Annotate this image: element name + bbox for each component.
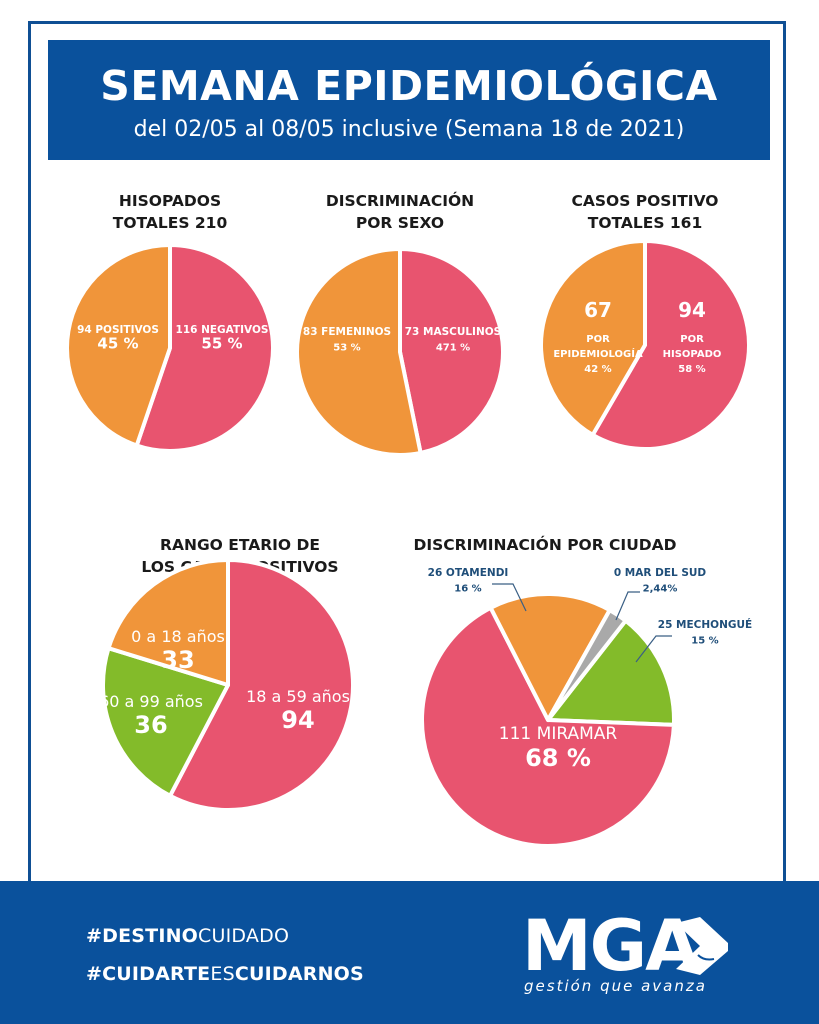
mga-logo: MGA gestión que avanza [522, 905, 728, 995]
chart-title-line: HISOPADOS [118, 192, 222, 210]
pie-slice-mechongu- [546, 618, 676, 727]
slice-label-text: 94 [281, 706, 314, 734]
pie-slice-masculinos [398, 247, 505, 455]
page-title: SEMANA EPIDEMIOLÓGICA [100, 62, 718, 110]
slice-label: 26 OTAMENDI 16 % [428, 567, 509, 595]
page-subtitle: del 02/05 al 08/05 inclusive (Semana 18 … [133, 117, 685, 142]
logo-arrow-icon [676, 917, 728, 975]
pie-slice-otamendi [488, 592, 612, 722]
pie-slice-miramar [420, 605, 676, 848]
slice-label-text: 83 FEMENINOS [303, 326, 391, 338]
slice-label: 73 MASCULINOS 471 % [405, 326, 502, 354]
slice-label-text: POR [586, 334, 610, 345]
hashtag-bold: #DESTINO [86, 925, 199, 947]
slice-label: 94 POR HISOPADO 58 % [663, 298, 722, 375]
pie-chart-1: 73 MASCULINOS 471 % 83 FEMENINOS 53 % [295, 247, 505, 457]
leader-line-otamendi [492, 583, 527, 612]
slice-label-text: 36 [134, 711, 167, 739]
hashtag-light: CUIDADO [198, 925, 290, 947]
hashtag-bold: CUIDARNOS [234, 963, 364, 985]
slice-label-text: 68 % [525, 744, 591, 772]
slice-label-text: 33 [161, 646, 194, 674]
chart-title-line: TOTALES 210 [112, 214, 228, 232]
chart-title-hisopados: HISOPADOS TOTALES 210 [70, 190, 270, 234]
slice-label-text: 60 a 99 años [99, 692, 203, 711]
slice-label-text: 116 NEGATIVOS [176, 324, 269, 336]
slice-label-text: 0 MAR DEL SUD [614, 567, 707, 579]
hashtag-destino-cuidado: #DESTINOCUIDADO [86, 925, 289, 947]
slice-label-text: 94 [678, 298, 706, 322]
page-frame [28, 21, 786, 901]
hashtag-light: ES [210, 963, 235, 985]
chart-title-sexo: DISCRIMINACIÓN POR SEXO [300, 190, 500, 234]
chart-title-line: DISCRIMINACIÓN POR CIUDAD [413, 536, 677, 554]
slice-label-text: 94 POSITIVOS [77, 324, 159, 336]
leader-line-mar-del-sud [615, 591, 640, 621]
header-banner: SEMANA EPIDEMIOLÓGICA del 02/05 al 08/05… [48, 40, 770, 160]
slice-label: 0 MAR DEL SUD 2,44% [614, 567, 707, 595]
chart-title-line: CASOS POSITIVO [571, 192, 719, 210]
pie-slice-femeninos [295, 247, 423, 457]
pie-slice-positivos [65, 243, 172, 448]
pie-chart-2: 94 POR HISOPADO 58 % 67 POR EPIDEMIOLOGÍA 42 % [539, 239, 751, 451]
slice-label: 83 FEMENINOS 53 % [303, 326, 391, 354]
pie-slice-por-hisopado [590, 239, 751, 451]
footer-banner: #DESTINOCUIDADO #CUIDARTEESCUIDARNOS MGA… [0, 881, 819, 1024]
slice-label-text: 471 % [436, 343, 470, 354]
chart-title-line: POR SEXO [355, 214, 445, 232]
slice-label-text: 18 a 59 años [246, 687, 350, 706]
slice-label-text: 67 [584, 298, 612, 322]
slice-label: 25 MECHONGUÉ 15 % [658, 618, 752, 647]
chart-title-line: TOTALES 161 [587, 214, 703, 232]
slice-label-text: HISOPADO [663, 349, 722, 360]
hashtag-bold: #CUIDARTE [86, 963, 211, 985]
chart-title-line: RANGO ETARIO DE [160, 536, 320, 554]
slice-label-text: 73 MASCULINOS [405, 326, 502, 338]
pie-slice-18-a-59-a-os [168, 558, 355, 812]
slice-label-text: 45 % [97, 335, 138, 353]
slice-label-text: 26 OTAMENDI [428, 567, 509, 579]
slice-label-text: 16 % [454, 584, 481, 595]
pie-slice-60-a-99-a-os [101, 646, 230, 798]
chart-title-line: DISCRIMINACIÓN [325, 192, 475, 210]
slice-label-text: 42 % [584, 364, 611, 375]
slice-label-text: 55 % [201, 335, 242, 353]
pie-slice-0-a-18-a-os [106, 558, 230, 687]
hashtag-cuidarte: #CUIDARTEESCUIDARNOS [86, 963, 364, 985]
slice-label-text: 58 % [678, 364, 705, 375]
slice-label-text: POR [680, 334, 704, 345]
slice-label-text: 2,44% [643, 584, 678, 595]
slice-label-text: 111 MIRAMAR [499, 724, 618, 744]
slice-label: 67 POR EPIDEMIOLOGÍA 42 % [553, 298, 643, 375]
chart-title-casos-positivo: CASOS POSITIVO TOTALES 161 [545, 190, 745, 234]
slice-label-text: EPIDEMIOLOGÍA [553, 347, 643, 360]
slice-label-text: 25 MECHONGUÉ [658, 618, 752, 631]
logo-text: MGA [522, 905, 699, 987]
slice-label-text: 0 a 18 años [131, 627, 225, 646]
leader-line-mechongue [635, 635, 672, 663]
slice-label-text: 15 % [691, 636, 718, 647]
logo-tagline: gestión que avanza [524, 977, 707, 995]
slice-label-text: 53 % [333, 343, 360, 354]
chart-title-ciudad: DISCRIMINACIÓN POR CIUDAD [405, 534, 685, 556]
pie-slice-por-epidemiolog-a [539, 239, 647, 437]
